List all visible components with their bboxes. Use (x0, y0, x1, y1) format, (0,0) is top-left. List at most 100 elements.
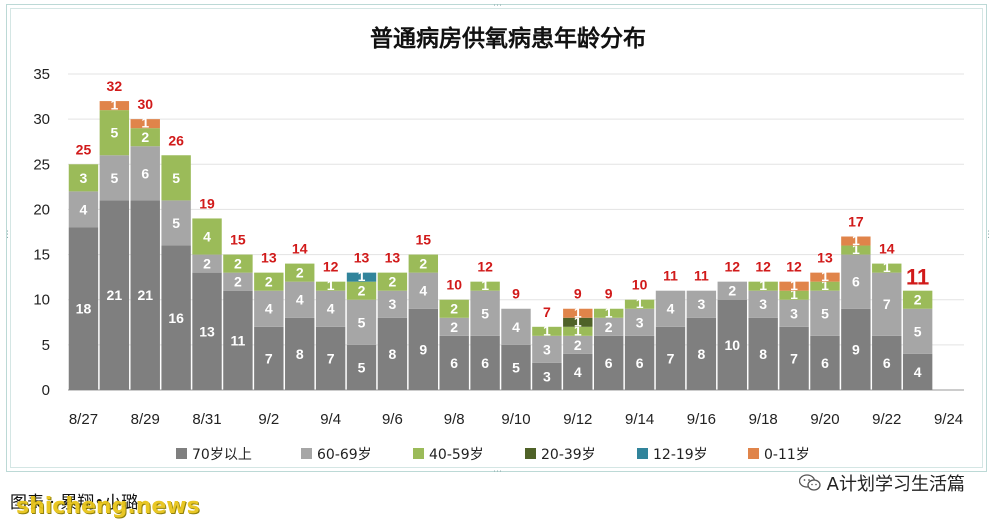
total-label: 12 (477, 259, 493, 275)
bar-segment (377, 290, 408, 318)
segment-label: 6 (636, 355, 644, 371)
chart-title: 普通病房供氧病患年龄分布 (370, 25, 646, 52)
resize-handle-top[interactable]: ⋯ (493, 1, 502, 11)
bar-segment (902, 308, 933, 354)
segment-label: 8 (697, 346, 705, 362)
bar-segment (532, 335, 562, 363)
resize-handle-left[interactable]: ⋮ (3, 230, 12, 240)
resize-handle-bottom[interactable]: ⋯ (493, 467, 502, 477)
total-label: 12 (323, 259, 339, 275)
bar-segment (130, 128, 160, 147)
bar-stack-9/1: 11 2 2 (223, 254, 253, 390)
segment-label: 3 (543, 368, 551, 384)
total-label: 11 (694, 268, 709, 284)
bar-segment (872, 263, 902, 273)
segment-label: 5 (481, 305, 489, 321)
total-label: 17 (848, 214, 864, 230)
segment-label: 1 (574, 313, 582, 329)
legend-swatch (748, 448, 759, 459)
bar-segment (501, 344, 531, 390)
legend-label: 40-59岁 (429, 447, 484, 463)
legend-item[interactable]: 70岁以上 (176, 447, 252, 463)
total-label: 13 (261, 250, 277, 266)
bar-segment (593, 335, 624, 390)
segment-label: 21 (137, 287, 153, 303)
bar-stack-8/28: 21 5 5 1 (99, 97, 130, 390)
bar-stack-9/7: 9 4 2 (408, 254, 439, 390)
total-label: 15 (416, 232, 432, 248)
bar-segment (624, 299, 655, 309)
chart-frame-inner (10, 8, 983, 468)
bar-segment (254, 290, 284, 327)
segment-label: 6 (821, 355, 829, 371)
segment-label: 1 (605, 304, 613, 320)
segment-label: 2 (450, 319, 458, 335)
legend-item[interactable]: 20-39岁 (525, 447, 596, 463)
segment-label: 5 (110, 125, 118, 141)
total-label: 14 (879, 241, 895, 257)
bar-stack-9/16: 83 (686, 290, 717, 390)
bars: 1843215512162116551324112274284274155218… (68, 97, 933, 390)
segment-label: 11 (231, 332, 246, 348)
chart-credit: 图表 · 累翔•小璐 (10, 493, 139, 513)
legend-item[interactable]: 40-59岁 (413, 447, 484, 463)
legend-label: 60-69岁 (317, 447, 372, 463)
bar-segment (593, 317, 624, 336)
segment-label: 3 (543, 341, 551, 357)
resize-handle-right[interactable]: ⋮ (984, 230, 993, 240)
segment-label: 21 (107, 287, 123, 303)
segment-label: 6 (852, 274, 860, 290)
y-tick-label: 0 (42, 382, 50, 399)
bar-segment (130, 146, 160, 201)
segment-label: 2 (296, 265, 304, 281)
segment-label: 8 (296, 346, 304, 362)
total-label: 30 (137, 96, 153, 112)
segment-label: 1 (759, 277, 767, 293)
bar-segment (563, 326, 593, 336)
bar-segment (841, 245, 871, 255)
segment-label: 5 (358, 359, 366, 375)
bar-segment (68, 191, 99, 228)
segment-label: 1 (110, 97, 118, 113)
segment-label: 1 (327, 277, 335, 293)
bar-stack-9/18: 8 3 1 (748, 277, 778, 390)
segment-label: 1 (821, 277, 829, 293)
bar-segment (748, 290, 778, 318)
y-tick-label: 15 (33, 247, 50, 264)
segment-label: 2 (450, 301, 458, 317)
x-tick-label: 8/27 (69, 411, 98, 428)
legend-item[interactable]: 60-69岁 (301, 447, 372, 463)
x-tick-label: 9/16 (687, 411, 716, 428)
segment-label: 7 (327, 350, 335, 366)
segment-label: 2 (605, 319, 613, 335)
segment-label: 3 (759, 296, 767, 312)
segment-label: 7 (265, 350, 273, 366)
segment-label: 1 (883, 259, 891, 275)
bar-segment (192, 218, 222, 255)
x-tick-label: 8/31 (192, 411, 221, 428)
bar-segment (223, 254, 253, 273)
segment-label: 4 (265, 301, 273, 317)
legend-item[interactable]: 0-11岁 (748, 447, 810, 463)
segment-label: 7 (667, 350, 675, 366)
wechat-account[interactable]: A计划学习生活篇 (798, 470, 965, 496)
bar-segment (748, 281, 778, 291)
x-tick-label: 9/6 (382, 411, 403, 428)
bar-stack-9/5: 5 5 21 (346, 268, 377, 390)
segment-label: 2 (728, 283, 736, 299)
bar-segment (470, 335, 500, 390)
bar-stack-9/20: 6 5 11 (810, 268, 840, 390)
segment-label: 4 (203, 229, 211, 245)
bar-segment (285, 281, 315, 318)
total-label: 32 (107, 78, 123, 94)
bar-stack-9/23: 4 5 2 (902, 290, 933, 390)
bar-stack-8/29: 21 6 21 (130, 115, 160, 390)
x-tick-label: 9/20 (810, 411, 839, 428)
segment-label: 5 (172, 170, 180, 186)
bar-segment (315, 290, 346, 327)
bar-segment (655, 290, 686, 327)
legend-item[interactable]: 12-19岁 (637, 447, 708, 463)
bar-segment (346, 281, 377, 300)
segment-label: 2 (574, 337, 582, 353)
